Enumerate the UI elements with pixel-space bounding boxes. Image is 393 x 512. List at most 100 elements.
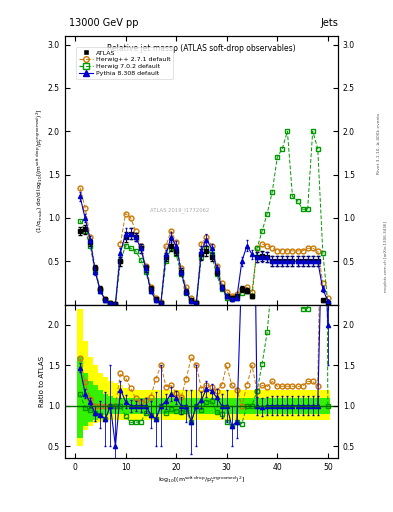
Text: ATLAS 2019_I1772062: ATLAS 2019_I1772062 [150,208,209,214]
Herwig++ 2.7.1 default [325,294,330,301]
Herwig 7.0.2 default [179,271,184,278]
Herwig++ 2.7.1 default [295,248,300,254]
Herwig++ 2.7.1 default [143,263,148,269]
Herwig 7.0.2 default [316,145,320,152]
Herwig 7.0.2 default [83,228,87,234]
Herwig 7.0.2 default [199,254,204,260]
Herwig++ 2.7.1 default [204,234,209,240]
Herwig 7.0.2 default [305,206,310,212]
Herwig++ 2.7.1 default [270,245,275,251]
Herwig++ 2.7.1 default [224,289,229,295]
Text: Rivet 3.1.10, ≥ 400k events: Rivet 3.1.10, ≥ 400k events [377,113,381,174]
Herwig++ 2.7.1 default [235,291,239,297]
Herwig 7.0.2 default [163,258,168,264]
Herwig++ 2.7.1 default [285,248,290,254]
Herwig++ 2.7.1 default [108,300,113,306]
Legend: ATLAS, Herwig++ 2.7.1 default, Herwig 7.0.2 default, Pythia 8.308 default: ATLAS, Herwig++ 2.7.1 default, Herwig 7.… [76,47,173,79]
Herwig 7.0.2 default [184,289,189,295]
Herwig++ 2.7.1 default [123,210,128,217]
Herwig 7.0.2 default [295,198,300,204]
Herwig++ 2.7.1 default [310,245,315,251]
Herwig++ 2.7.1 default [163,243,168,249]
Herwig 7.0.2 default [300,206,305,212]
Herwig 7.0.2 default [320,249,325,255]
Herwig++ 2.7.1 default [265,243,270,249]
Herwig 7.0.2 default [270,189,275,195]
Herwig++ 2.7.1 default [214,263,219,269]
Herwig 7.0.2 default [209,251,214,258]
Herwig 7.0.2 default [123,243,128,249]
Herwig 7.0.2 default [118,258,123,264]
Herwig++ 2.7.1 default [184,284,189,290]
Herwig 7.0.2 default [310,128,315,134]
Herwig 7.0.2 default [290,193,295,199]
Text: Relative jet massρ (ATLAS soft-drop observables): Relative jet massρ (ATLAS soft-drop obse… [107,44,296,53]
Herwig 7.0.2 default [154,297,158,304]
Herwig++ 2.7.1 default [118,241,123,247]
Herwig 7.0.2 default [174,251,178,258]
Herwig++ 2.7.1 default [194,299,199,305]
Herwig 7.0.2 default [325,300,330,306]
Herwig++ 2.7.1 default [133,228,138,234]
Herwig 7.0.2 default [250,293,254,299]
Herwig++ 2.7.1 default [174,239,178,245]
Herwig 7.0.2 default [194,300,199,306]
Text: 13000 GeV pp: 13000 GeV pp [69,18,138,28]
X-axis label: log$_{10}$[(m$^{\mathrm{soft\ drop}}$/p$_T^{\mathrm{ungroomed}}$)$^2$]: log$_{10}$[(m$^{\mathrm{soft\ drop}}$/p$… [158,475,245,486]
Herwig 7.0.2 default [113,301,118,307]
Herwig++ 2.7.1 default [209,243,214,249]
Herwig++ 2.7.1 default [138,243,143,249]
Herwig++ 2.7.1 default [199,241,204,247]
Text: Jets: Jets [320,18,338,28]
Herwig 7.0.2 default [244,288,249,294]
Herwig++ 2.7.1 default [113,301,118,307]
Herwig++ 2.7.1 default [316,248,320,254]
Herwig++ 2.7.1 default [255,245,259,251]
Herwig++ 2.7.1 default [154,294,158,301]
Herwig 7.0.2 default [255,245,259,251]
Herwig 7.0.2 default [88,243,92,249]
Herwig++ 2.7.1 default [280,248,285,254]
Herwig 7.0.2 default [219,286,224,292]
Herwig++ 2.7.1 default [88,234,92,240]
Herwig++ 2.7.1 default [128,215,133,221]
Herwig 7.0.2 default [235,294,239,301]
Line: Herwig 7.0.2 default: Herwig 7.0.2 default [80,131,328,304]
Herwig 7.0.2 default [214,271,219,278]
Herwig++ 2.7.1 default [103,296,108,303]
Herwig 7.0.2 default [265,210,270,217]
Herwig++ 2.7.1 default [230,293,234,299]
Herwig 7.0.2 default [189,298,194,304]
Herwig++ 2.7.1 default [219,280,224,286]
Herwig++ 2.7.1 default [78,184,83,190]
Herwig++ 2.7.1 default [260,241,264,247]
Herwig 7.0.2 default [260,228,264,234]
Herwig 7.0.2 default [133,248,138,254]
Herwig 7.0.2 default [78,218,83,224]
Herwig++ 2.7.1 default [83,204,87,210]
Herwig++ 2.7.1 default [320,280,325,286]
Line: Herwig++ 2.7.1 default: Herwig++ 2.7.1 default [80,187,328,304]
Herwig 7.0.2 default [108,300,113,306]
Herwig 7.0.2 default [128,245,133,251]
Herwig 7.0.2 default [103,297,108,304]
Herwig++ 2.7.1 default [244,284,249,290]
Herwig 7.0.2 default [143,269,148,275]
Herwig 7.0.2 default [159,300,163,306]
Herwig++ 2.7.1 default [98,286,103,292]
Herwig 7.0.2 default [138,257,143,263]
Herwig 7.0.2 default [98,288,103,294]
Herwig 7.0.2 default [224,294,229,301]
Herwig++ 2.7.1 default [149,284,153,290]
Y-axis label: (1/σ$_\mathrm{resub}$) dσ/d log$_{10}$[(m$^{\mathrm{soft\ drop}}$/p$_T^{\mathrm{: (1/σ$_\mathrm{resub}$) dσ/d log$_{10}$[(… [35,108,46,232]
Y-axis label: Ratio to ATLAS: Ratio to ATLAS [39,356,45,407]
Herwig++ 2.7.1 default [250,289,254,295]
Herwig++ 2.7.1 default [179,265,184,271]
Herwig++ 2.7.1 default [159,299,163,305]
Herwig++ 2.7.1 default [239,286,244,292]
Herwig++ 2.7.1 default [93,265,97,271]
Herwig 7.0.2 default [204,245,209,251]
Herwig 7.0.2 default [93,269,97,275]
Herwig 7.0.2 default [149,288,153,294]
Text: mcplots.cern.ch [arXiv:1306.3436]: mcplots.cern.ch [arXiv:1306.3436] [384,221,388,291]
